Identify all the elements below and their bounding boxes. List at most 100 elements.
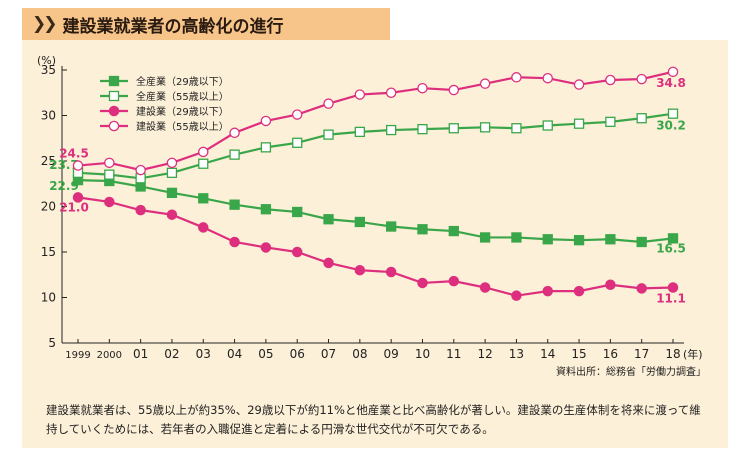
x-tick-label: 06	[290, 347, 305, 361]
x-tick-label: 08	[352, 347, 367, 361]
x-tick-label: 09	[384, 347, 399, 361]
series-line	[77, 112, 674, 180]
data-point	[542, 72, 553, 84]
data-point	[511, 232, 522, 243]
series-line	[77, 70, 674, 172]
data-point	[667, 282, 679, 293]
data-point	[135, 204, 146, 216]
data-point	[417, 82, 428, 94]
data-point	[511, 72, 522, 83]
x-tick-label: 03	[196, 347, 211, 361]
data-point	[292, 206, 303, 218]
legend-entry: 建設業（55歳以上）	[136, 120, 229, 133]
data-label: 16.5	[656, 241, 686, 255]
data-point	[260, 204, 272, 215]
x-tick-label: 2000	[97, 350, 122, 361]
data-point	[260, 142, 272, 153]
data-point	[542, 285, 553, 297]
x-tick-label: 04	[227, 347, 242, 361]
data-point	[667, 233, 679, 244]
x-tick-label: 13	[509, 347, 524, 361]
data-point	[354, 126, 365, 138]
legend-marker	[108, 120, 120, 132]
data-point	[573, 79, 585, 90]
legend-entry: 全産業（55歳以上）	[136, 90, 229, 103]
data-point	[479, 232, 491, 243]
data-point	[260, 242, 272, 253]
data-point	[448, 123, 459, 134]
data-point	[605, 279, 616, 291]
chart-header: ❯❯ 建設業就業者の高齢化の進行	[22, 8, 390, 40]
x-axis-unit: (年)	[683, 347, 703, 361]
data-point	[354, 264, 366, 276]
legend-marker	[108, 90, 120, 102]
y-tick-label: 25	[41, 154, 56, 168]
data-point	[198, 158, 209, 169]
data-point	[323, 129, 334, 140]
data-point	[605, 234, 616, 245]
data-point	[417, 124, 428, 135]
data-point	[479, 122, 491, 133]
data-point	[542, 120, 553, 131]
x-tick-label: 11	[446, 347, 461, 361]
data-point	[292, 137, 303, 148]
legend-marker	[108, 105, 120, 117]
data-label: 22.9	[49, 179, 79, 193]
data-point	[72, 160, 84, 171]
data-label: 23.7	[49, 158, 79, 172]
data-point	[166, 167, 178, 178]
data-point	[323, 214, 334, 225]
chart-caption: 建設業就業者は、55歳以上が約35%、29歳以下が約11%と他産業と比べ高齢化が…	[46, 403, 701, 436]
data-label: 24.5	[59, 147, 89, 161]
data-label: 21.0	[59, 200, 89, 214]
data-point	[636, 283, 647, 294]
data-point	[386, 221, 397, 232]
y-tick-label: 15	[41, 245, 56, 259]
data-point	[417, 224, 428, 235]
data-point	[448, 275, 460, 287]
x-tick-label: 05	[258, 347, 273, 361]
data-point	[636, 236, 647, 248]
x-tick-label: 14	[540, 347, 555, 361]
data-point	[135, 164, 146, 176]
x-tick-label: 12	[477, 347, 492, 361]
y-axis-unit: (%)	[37, 54, 56, 67]
data-point	[291, 246, 303, 258]
data-point	[198, 146, 209, 158]
legend-entry: 建設業（29歳以下）	[136, 105, 229, 118]
data-point	[354, 216, 365, 228]
data-point	[605, 74, 616, 86]
data-point	[198, 193, 209, 204]
data-point	[479, 282, 491, 293]
data-point	[636, 113, 647, 124]
data-point	[479, 78, 491, 89]
x-tick-label: 16	[603, 347, 618, 361]
data-point	[386, 124, 397, 136]
x-tick-label: 18	[665, 347, 680, 361]
data-point	[636, 73, 647, 85]
data-point	[448, 84, 460, 96]
x-tick-label: 01	[133, 347, 148, 361]
y-tick-label: 35	[41, 63, 56, 77]
x-tick-label: 10	[415, 347, 430, 361]
data-point	[104, 157, 115, 169]
data-point	[72, 192, 84, 203]
data-point	[385, 87, 397, 99]
data-label: 34.8	[656, 76, 686, 90]
series-line	[77, 179, 674, 244]
y-tick-label: 20	[41, 200, 56, 214]
x-tick-label: 17	[634, 347, 649, 361]
data-point	[166, 157, 178, 169]
source-note: 資料出所：総務省「労働力調査」	[556, 365, 706, 378]
data-point	[667, 108, 679, 119]
legend-entry: 全産業（29歳以下）	[136, 75, 229, 88]
data-point	[198, 222, 209, 233]
x-tick-label: 15	[571, 347, 586, 361]
data-point	[229, 236, 240, 248]
chart-title: 建設業就業者の高齢化の進行	[62, 16, 284, 37]
data-point	[511, 290, 522, 301]
y-tick-label: 30	[41, 109, 56, 123]
data-label: 30.2	[656, 119, 686, 133]
data-point	[385, 266, 397, 278]
